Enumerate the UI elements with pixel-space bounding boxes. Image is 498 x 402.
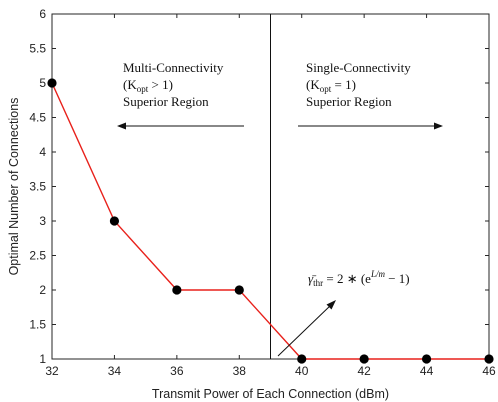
data-point: [484, 354, 494, 364]
threshold-annotation: γ̄thr = 2 ∗ (eL/m − 1): [277, 269, 410, 357]
series-polyline: [51, 82, 489, 360]
y-tick-label: 3.5: [29, 180, 46, 194]
data-point: [172, 285, 182, 295]
x-tick-label: 34: [108, 364, 122, 378]
multi-arrow-head: [117, 122, 126, 130]
threshold-arrow: [277, 303, 333, 357]
y-tick-label: 6: [39, 7, 46, 21]
single-connectivity-annotation: Single-Connectivity (Kopt = 1) Superior …: [298, 60, 443, 130]
y-tick-label: 5: [39, 76, 46, 90]
data-point: [421, 354, 432, 364]
y-axis-label: Optimal Number of Connections: [7, 98, 21, 276]
threshold-formula: γ̄thr = 2 ∗ (eL/m − 1): [308, 269, 410, 288]
multi-connectivity-annotation: Multi-Connectivity (Kopt > 1) Superior R…: [117, 60, 244, 130]
x-tick-label: 42: [357, 364, 371, 378]
y-tick-label: 1.5: [29, 318, 46, 332]
data-point: [109, 216, 120, 226]
y-tick-label: 4.5: [29, 111, 46, 125]
data-point: [297, 354, 307, 364]
x-tick-label: 40: [295, 364, 309, 378]
x-tick-label: 46: [482, 364, 496, 378]
multi-line3: Superior Region: [123, 94, 209, 109]
y-tick-label: 1: [39, 352, 46, 366]
single-line1: Single-Connectivity: [306, 60, 411, 75]
data-point: [47, 78, 57, 88]
single-line2: (Kopt = 1): [306, 77, 356, 94]
x-tick-label: 32: [45, 364, 59, 378]
y-tick-label: 4: [39, 145, 46, 159]
x-axis-label: Transmit Power of Each Connection (dBm): [152, 387, 389, 401]
single-line3: Superior Region: [306, 94, 392, 109]
y-tick-label: 5.5: [29, 42, 46, 56]
y-tick-label: 2.5: [29, 249, 46, 263]
data-point: [234, 285, 244, 295]
x-tick-label: 38: [233, 364, 247, 378]
y-tick-label: 3: [39, 214, 46, 228]
y-tick-label: 2: [39, 283, 46, 297]
single-arrow-head: [434, 122, 443, 130]
multi-line1: Multi-Connectivity: [123, 60, 224, 75]
data-point: [359, 354, 369, 364]
y-ticks: 1 1.5 2 2.5 3 3.5 4 4.5 5 5.5 6: [29, 7, 489, 366]
x-tick-label: 44: [420, 364, 434, 378]
x-tick-label: 36: [170, 364, 184, 378]
multi-line2: (Kopt > 1): [123, 77, 173, 94]
threshold-arrow-head: [326, 300, 336, 310]
series-line: [47, 78, 494, 364]
